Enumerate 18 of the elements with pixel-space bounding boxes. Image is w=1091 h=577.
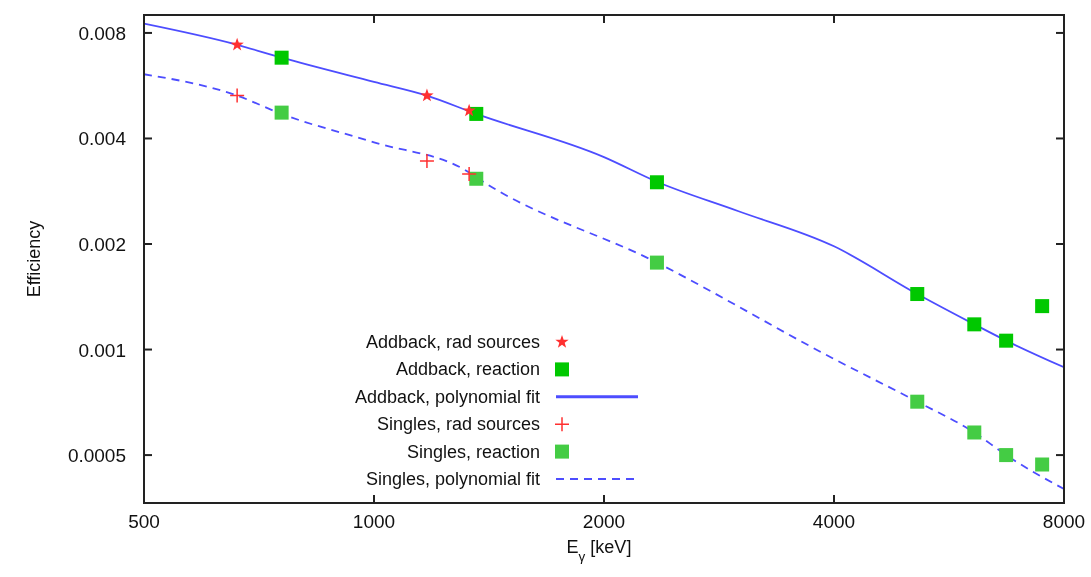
y-tick-label: 0.0005 (67, 445, 126, 467)
x-axis-title: E$_{γ}$ [keV] (566, 537, 632, 564)
legend-label: Singles, polynomial fit (365, 469, 540, 489)
y-tick-label: 0.002 (78, 234, 126, 256)
legend-label: Singles, rad sources (376, 414, 540, 435)
legend-label: Singles, reaction (406, 441, 540, 462)
y-axis-title: Efficiency (24, 220, 44, 298)
legend-label: Addback, reaction (395, 359, 540, 380)
y-tick-label: 0.001 (78, 339, 126, 361)
x-tick-label: 1000 (352, 511, 396, 532)
legend-label: Addback, rad sources (365, 332, 540, 352)
legend-label: Addback, polynomial fit (354, 386, 540, 407)
y-tick-label: 0.004 (78, 128, 127, 150)
x-tick-label: 500 (128, 511, 160, 532)
x-tick-label: 4000 (812, 511, 856, 532)
x-tick-label: 2000 (582, 511, 626, 532)
y-tick-label: 0.008 (78, 22, 126, 44)
x-tick-label: 8000 (1042, 511, 1086, 532)
